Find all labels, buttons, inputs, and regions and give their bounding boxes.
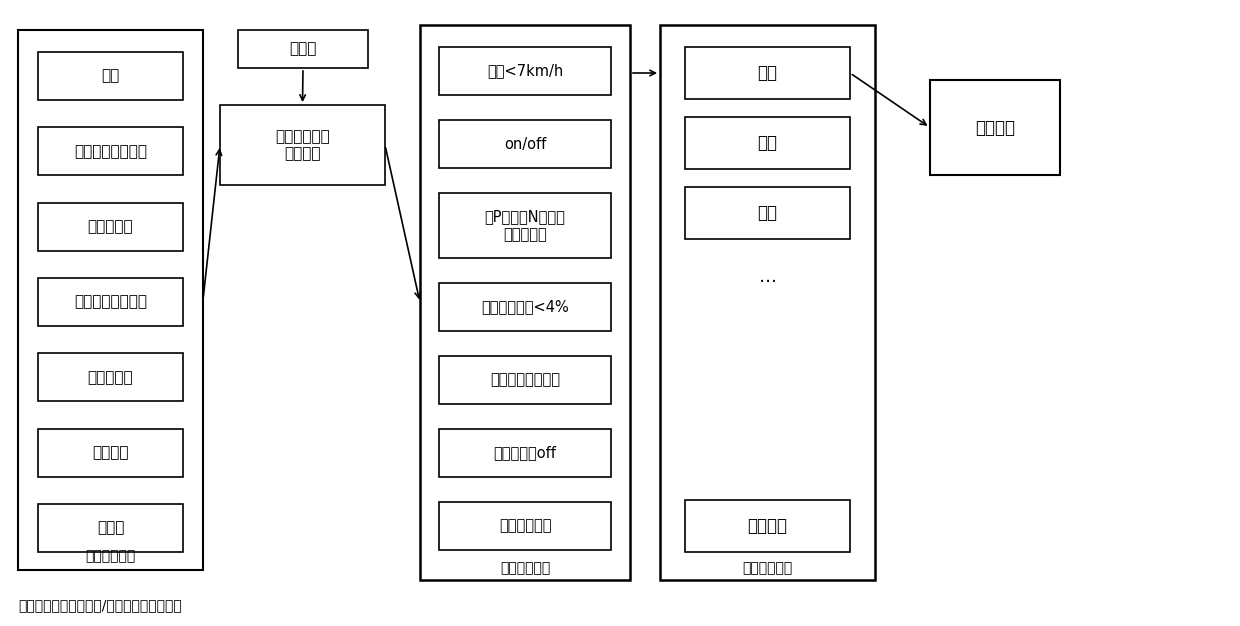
Text: on/off: on/off <box>503 136 546 151</box>
FancyBboxPatch shape <box>439 283 611 331</box>
Text: 车门信号：off: 车门信号：off <box>494 446 557 461</box>
Text: 换挡杆位置: 换挡杆位置 <box>88 219 134 234</box>
Text: 初始化: 初始化 <box>289 41 316 56</box>
Text: 整车驾驶意图
识别模块: 整车驾驶意图 识别模块 <box>275 129 330 162</box>
Text: 故障码：筛选: 故障码：筛选 <box>498 518 552 533</box>
Text: …: … <box>759 268 776 286</box>
FancyBboxPatch shape <box>930 80 1060 175</box>
FancyBboxPatch shape <box>439 356 611 404</box>
Text: 除P挡或者N挡以外
的驾驶挡位: 除P挡或者N挡以外 的驾驶挡位 <box>485 209 565 242</box>
Text: 起步: 起步 <box>758 134 777 152</box>
Text: 信号采集模块: 信号采集模块 <box>86 549 135 563</box>
Text: 油门踏板开度信号: 油门踏板开度信号 <box>74 294 148 309</box>
Text: 发动机转速: 发动机转速 <box>88 370 134 385</box>
Text: 车速<7km/h: 车速<7km/h <box>487 63 563 78</box>
Text: 蠕动识别模块: 蠕动识别模块 <box>500 561 551 575</box>
Text: 车门信号: 车门信号 <box>92 445 129 460</box>
Text: 蠕动: 蠕动 <box>758 64 777 82</box>
Text: 蠕动控制: 蠕动控制 <box>975 118 1016 136</box>
Text: 跛行回家: 跛行回家 <box>748 517 787 535</box>
FancyBboxPatch shape <box>219 105 384 185</box>
FancyBboxPatch shape <box>38 52 184 100</box>
FancyBboxPatch shape <box>38 278 184 326</box>
FancyBboxPatch shape <box>684 187 849 239</box>
FancyBboxPatch shape <box>439 502 611 550</box>
FancyBboxPatch shape <box>38 127 184 175</box>
FancyBboxPatch shape <box>684 117 849 169</box>
FancyBboxPatch shape <box>684 500 849 552</box>
FancyBboxPatch shape <box>439 429 611 477</box>
Text: 整车驾驶模式选择模块/驾驶员意图识别模块: 整车驾驶模式选择模块/驾驶员意图识别模块 <box>19 598 182 612</box>
FancyBboxPatch shape <box>238 30 368 68</box>
Text: 油门踏板开度<4%: 油门踏板开度<4% <box>481 299 569 314</box>
FancyBboxPatch shape <box>420 25 630 580</box>
Text: 车速: 车速 <box>102 68 119 83</box>
FancyBboxPatch shape <box>38 203 184 250</box>
Text: 故障码: 故障码 <box>97 520 124 535</box>
FancyBboxPatch shape <box>439 47 611 95</box>
Text: 制动踏板开关信号: 制动踏板开关信号 <box>74 144 148 159</box>
FancyBboxPatch shape <box>439 120 611 168</box>
FancyBboxPatch shape <box>660 25 875 580</box>
FancyBboxPatch shape <box>19 30 203 570</box>
FancyBboxPatch shape <box>38 429 184 476</box>
Text: 滑磨: 滑磨 <box>758 204 777 222</box>
FancyBboxPatch shape <box>684 47 849 99</box>
Text: 整车工况模式: 整车工况模式 <box>743 561 792 575</box>
FancyBboxPatch shape <box>38 353 184 401</box>
FancyBboxPatch shape <box>439 193 611 258</box>
Text: 发动机转速：怠速: 发动机转速：怠速 <box>490 372 560 387</box>
FancyBboxPatch shape <box>38 504 184 552</box>
